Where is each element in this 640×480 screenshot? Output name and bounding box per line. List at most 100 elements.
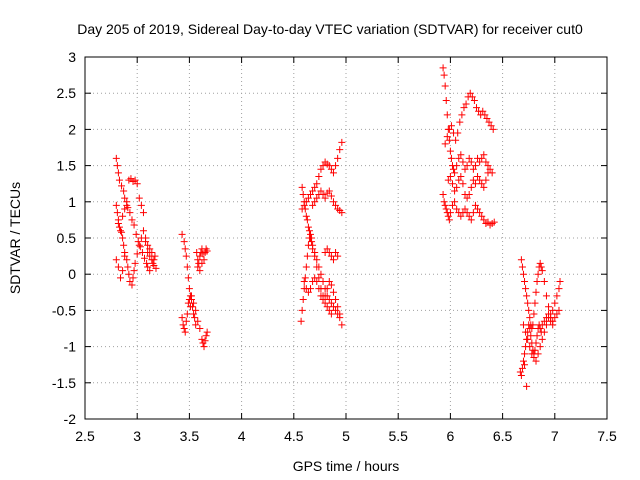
data-point: [338, 321, 346, 329]
data-point: [308, 238, 316, 246]
data-point: [133, 180, 141, 188]
data-point: [133, 250, 141, 258]
data-point: [327, 165, 335, 173]
data-point: [196, 267, 204, 275]
data-point: [325, 277, 333, 285]
data-point: [462, 100, 470, 108]
data-point: [123, 256, 131, 264]
data-point: [114, 220, 122, 228]
data-point: [481, 111, 489, 119]
data-point: [128, 281, 136, 289]
data-point: [327, 310, 335, 318]
data-point: [183, 310, 191, 318]
data-point: [532, 288, 540, 296]
data-point: [489, 125, 497, 133]
data-point: [113, 209, 121, 217]
data-point: [457, 151, 465, 159]
data-point: [517, 256, 525, 264]
data-point: [309, 187, 317, 195]
data-point: [115, 176, 123, 184]
data-point: [518, 263, 526, 271]
data-point: [143, 259, 151, 267]
data-point: [181, 245, 189, 253]
data-point: [327, 252, 335, 260]
data-point: [313, 180, 321, 188]
data-point: [329, 288, 337, 296]
data-point: [534, 350, 542, 358]
data-point: [549, 306, 557, 314]
data-point: [180, 238, 188, 246]
data-point: [533, 277, 541, 285]
data-point: [135, 241, 143, 249]
data-point: [532, 357, 540, 365]
data-point: [453, 162, 461, 170]
data-point: [131, 176, 139, 184]
data-point: [542, 321, 550, 329]
data-point: [319, 162, 327, 170]
data-point: [519, 270, 527, 278]
data-point: [112, 256, 120, 264]
data-point: [463, 162, 471, 170]
data-point: [461, 205, 469, 213]
data-point: [549, 321, 557, 329]
data-point: [182, 317, 190, 325]
data-point: [547, 310, 555, 318]
data-point: [148, 256, 156, 264]
data-point: [124, 263, 132, 271]
data-point: [327, 192, 335, 200]
data-point: [112, 201, 120, 209]
data-point: [327, 299, 335, 307]
data-point: [185, 296, 193, 304]
data-point: [482, 176, 490, 184]
data-point: [311, 198, 319, 206]
data-point: [329, 169, 337, 177]
data-point: [311, 183, 319, 191]
data-point: [179, 321, 187, 329]
data-point: [144, 241, 152, 249]
data-point: [114, 169, 122, 177]
data-point: [538, 335, 546, 343]
data-point: [551, 299, 559, 307]
x-tick-label: 4.5: [284, 428, 304, 444]
data-point: [321, 194, 329, 202]
data-point: [451, 187, 459, 195]
data-point: [181, 328, 189, 336]
data-point: [469, 176, 477, 184]
data-point: [334, 154, 342, 162]
data-point: [178, 230, 186, 238]
data-point: [323, 285, 331, 293]
data-point: [448, 201, 456, 209]
data-point: [302, 212, 310, 220]
data-point: [332, 248, 340, 256]
data-point: [113, 162, 121, 170]
data-point: [311, 274, 319, 282]
data-point: [203, 247, 211, 255]
data-point: [463, 194, 471, 202]
data-point: [121, 252, 129, 260]
data-point: [452, 136, 460, 144]
data-point: [471, 180, 479, 188]
data-point: [118, 182, 126, 190]
data-point: [307, 234, 315, 242]
data-point: [298, 306, 306, 314]
y-tick-label: -1: [64, 339, 77, 355]
data-point: [187, 292, 195, 300]
data-point: [476, 158, 484, 166]
data-point: [313, 263, 321, 271]
data-point: [135, 194, 143, 202]
data-point: [123, 201, 131, 209]
data-point: [131, 259, 139, 267]
data-point: [459, 180, 467, 188]
data-point: [555, 285, 563, 293]
data-point: [313, 256, 321, 264]
data-point: [298, 205, 306, 213]
data-point: [309, 201, 317, 209]
data-point: [309, 245, 317, 253]
data-point: [183, 263, 191, 271]
data-point: [540, 317, 548, 325]
data-point: [126, 277, 134, 285]
data-point: [146, 252, 154, 260]
data-point: [112, 154, 120, 162]
data-point: [519, 321, 527, 329]
data-point: [454, 129, 462, 137]
